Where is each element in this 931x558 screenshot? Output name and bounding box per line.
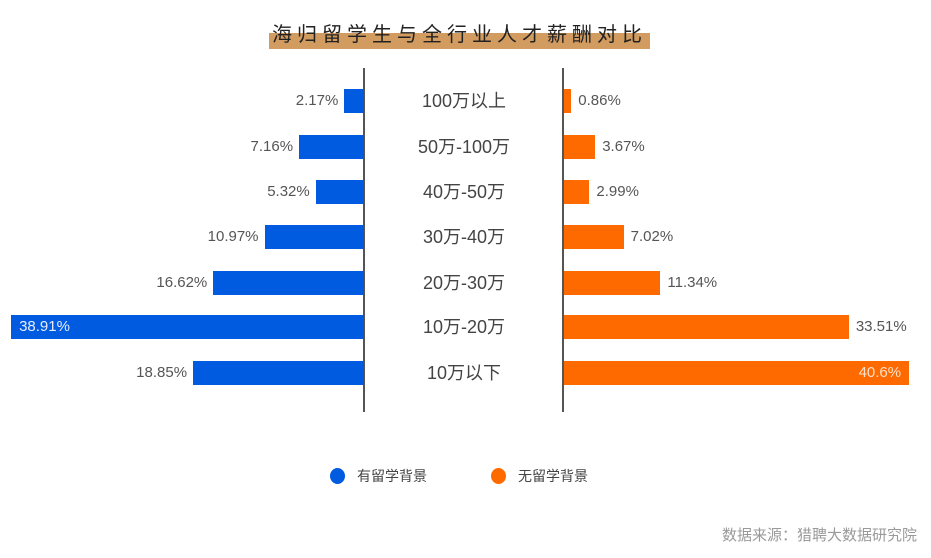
category-label: 20万-30万 xyxy=(422,273,506,293)
value-label-abroad: 18.85% xyxy=(136,364,188,381)
category-label: 10万-20万 xyxy=(422,317,506,337)
table-row: 18.85% 10万以下 40.6% xyxy=(0,361,931,385)
value-label-domestic: 2.99% xyxy=(596,183,639,200)
legend-dot-orange-icon xyxy=(491,468,506,484)
bar-domestic[interactable] xyxy=(564,135,596,159)
bar-domestic[interactable] xyxy=(564,271,661,295)
table-row: 38.91% 10万-20万 33.51% xyxy=(0,315,931,339)
value-label-domestic: 0.86% xyxy=(578,92,621,109)
title-highlight-band xyxy=(269,33,650,49)
legend: 有留学背景 无留学背景 xyxy=(330,466,652,486)
category-label: 40万-50万 xyxy=(422,182,506,202)
bar-domestic[interactable] xyxy=(564,180,590,204)
bar-abroad[interactable] xyxy=(344,89,364,113)
data-source-note: 数据来源：猎聘大数据研究院 xyxy=(721,526,917,544)
value-label-abroad: 38.91% xyxy=(19,318,70,335)
category-label: 100万以上 xyxy=(421,91,507,111)
value-label-abroad: 16.62% xyxy=(156,274,208,291)
category-label: 10万以下 xyxy=(426,363,502,383)
legend-item-domestic[interactable]: 无留学背景 xyxy=(491,466,588,486)
value-label-domestic: 11.34% xyxy=(667,274,718,291)
chart-title-block: 海归留学生与全行业人才薪酬对比 xyxy=(269,20,650,52)
left-axis-line xyxy=(363,68,365,412)
bar-abroad[interactable] xyxy=(11,315,364,339)
bar-abroad[interactable] xyxy=(299,135,364,159)
table-row: 5.32% 40万-50万 2.99% xyxy=(0,180,931,204)
table-row: 7.16% 50万-100万 3.67% xyxy=(0,135,931,159)
legend-label: 有留学背景 xyxy=(357,469,427,485)
bar-domestic[interactable] xyxy=(564,315,849,339)
legend-dot-blue-icon xyxy=(330,468,345,484)
category-label: 50万-100万 xyxy=(417,137,511,157)
table-row: 2.17% 100万以上 0.86% xyxy=(0,89,931,113)
chart-title: 海归留学生与全行业人才薪酬对比 xyxy=(272,22,647,46)
bar-abroad[interactable] xyxy=(315,180,364,204)
bar-abroad[interactable] xyxy=(193,361,364,385)
value-label-abroad: 10.97% xyxy=(207,228,259,245)
value-label-domestic: 33.51% xyxy=(855,318,907,335)
table-row: 16.62% 20万-30万 11.34% xyxy=(0,271,931,295)
value-label-domestic: 3.67% xyxy=(602,138,645,155)
bar-domestic[interactable] xyxy=(564,361,910,385)
legend-label: 无留学背景 xyxy=(518,469,588,485)
value-label-abroad: 2.17% xyxy=(295,92,339,109)
value-label-domestic: 40.6% xyxy=(858,364,902,381)
legend-item-abroad[interactable]: 有留学背景 xyxy=(330,466,427,486)
right-axis-line xyxy=(562,68,564,412)
value-label-domestic: 7.02% xyxy=(630,228,674,245)
bar-abroad[interactable] xyxy=(213,271,364,295)
table-row: 10.97% 30万-40万 7.02% xyxy=(0,225,931,249)
bar-domestic[interactable] xyxy=(564,225,624,249)
bar-abroad[interactable] xyxy=(264,225,364,249)
value-label-abroad: 7.16% xyxy=(250,138,294,155)
value-label-abroad: 5.32% xyxy=(267,183,310,200)
category-label: 30万-40万 xyxy=(422,227,506,247)
bar-domestic[interactable] xyxy=(564,89,572,113)
